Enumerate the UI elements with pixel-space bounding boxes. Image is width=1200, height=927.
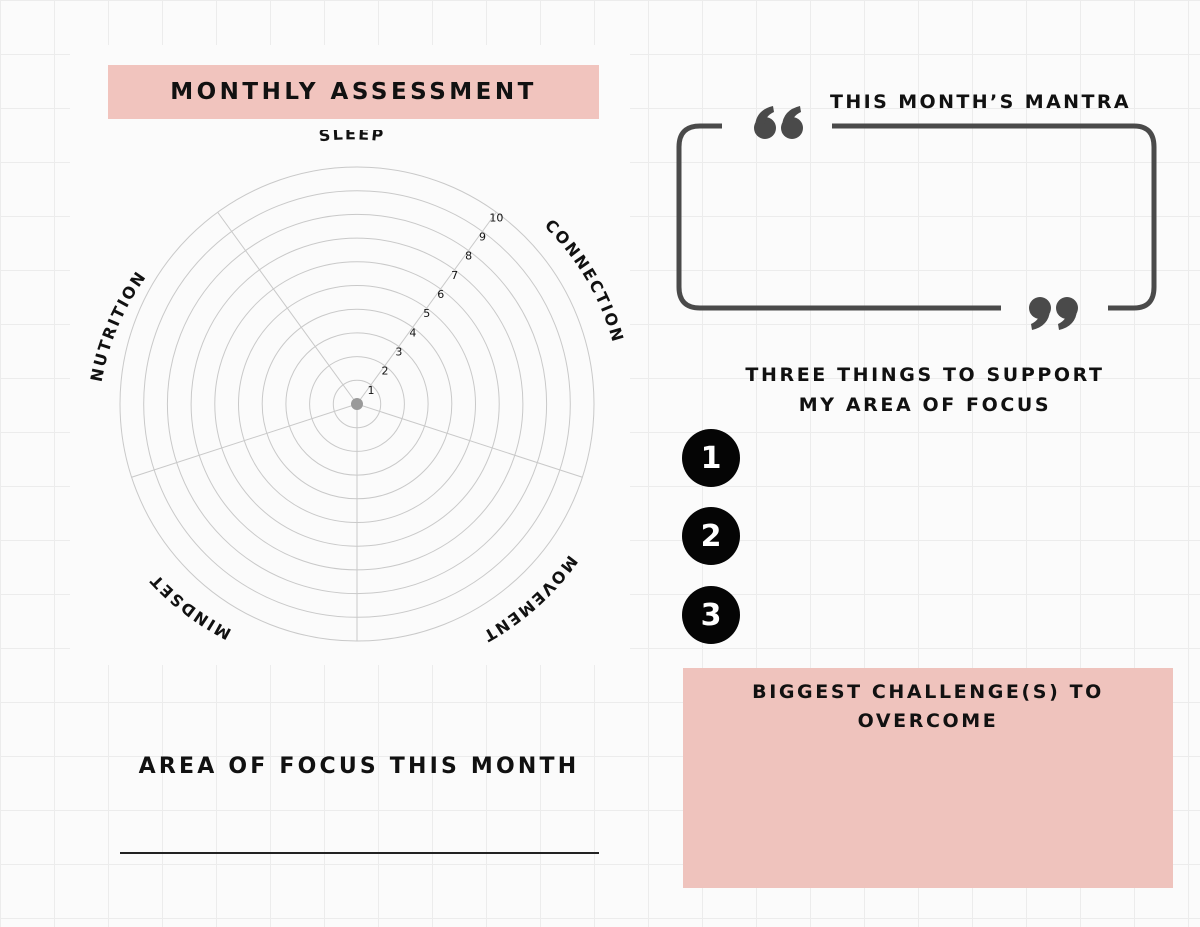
category-label-connection: CONNECTION <box>541 216 626 346</box>
challenge-title: BIGGEST CHALLENGE(S) TO OVERCOME <box>683 678 1173 736</box>
wheel-spoke <box>356 403 583 478</box>
svg-text:CONNECTION: CONNECTION <box>541 216 628 346</box>
svg-text:NUTRITION: NUTRITION <box>87 267 151 384</box>
page-title-banner: MONTHLY ASSESSMENT <box>108 65 599 119</box>
close-quote-icon <box>1029 297 1078 330</box>
mantra-frame <box>676 106 1157 330</box>
wheel-scale-label: 10 <box>489 211 503 224</box>
open-quote-icon <box>754 106 803 139</box>
focus-write-line <box>120 852 599 854</box>
category-label-nutrition: NUTRITION <box>87 267 149 384</box>
challenge-title-line1: BIGGEST CHALLENGE(S) TO <box>752 681 1104 703</box>
focus-label: AREA OF FOCUS THIS MONTH <box>138 754 580 779</box>
wheel-scale-label: 2 <box>381 365 388 378</box>
challenge-box: BIGGEST CHALLENGE(S) TO OVERCOME <box>683 668 1173 888</box>
mantra-label: THIS MONTH’S MANTRA <box>830 91 1131 113</box>
support-number-2: 2 <box>682 507 740 565</box>
support-title-line1: THREE THINGS TO SUPPORT <box>745 364 1105 386</box>
wheel-spokes <box>131 211 583 641</box>
wheel-scale-label: 1 <box>368 384 375 397</box>
wheel-spoke <box>217 211 358 405</box>
wheel-scale-label: 8 <box>465 250 472 263</box>
page-title: MONTHLY ASSESSMENT <box>170 79 537 105</box>
wheel-spoke <box>131 403 358 478</box>
support-number-1: 1 <box>682 429 740 487</box>
support-title: THREE THINGS TO SUPPORT MY AREA OF FOCUS <box>705 360 1145 420</box>
wheel-scale-label: 4 <box>409 326 416 339</box>
wheel-scale-label: 6 <box>437 288 444 301</box>
svg-text:SLEEP: SLEEP <box>318 130 386 145</box>
category-label-mindset: MINDSET <box>145 570 232 644</box>
support-title-line2: MY AREA OF FOCUS <box>798 394 1052 416</box>
wheel-scale-label: 9 <box>479 231 486 244</box>
svg-text:MINDSET: MINDSET <box>145 570 234 644</box>
category-label-sleep: SLEEP <box>318 130 384 145</box>
challenge-title-line2: OVERCOME <box>857 710 999 732</box>
wheel-scale-label: 7 <box>451 269 458 282</box>
wheel-scale-label: 5 <box>423 307 430 320</box>
wheel-spoke <box>356 211 497 405</box>
wheel-center-dot <box>351 398 363 410</box>
wheel-scale-label: 3 <box>395 346 402 359</box>
support-number-3: 3 <box>682 586 740 644</box>
left-panel-background <box>70 45 630 665</box>
